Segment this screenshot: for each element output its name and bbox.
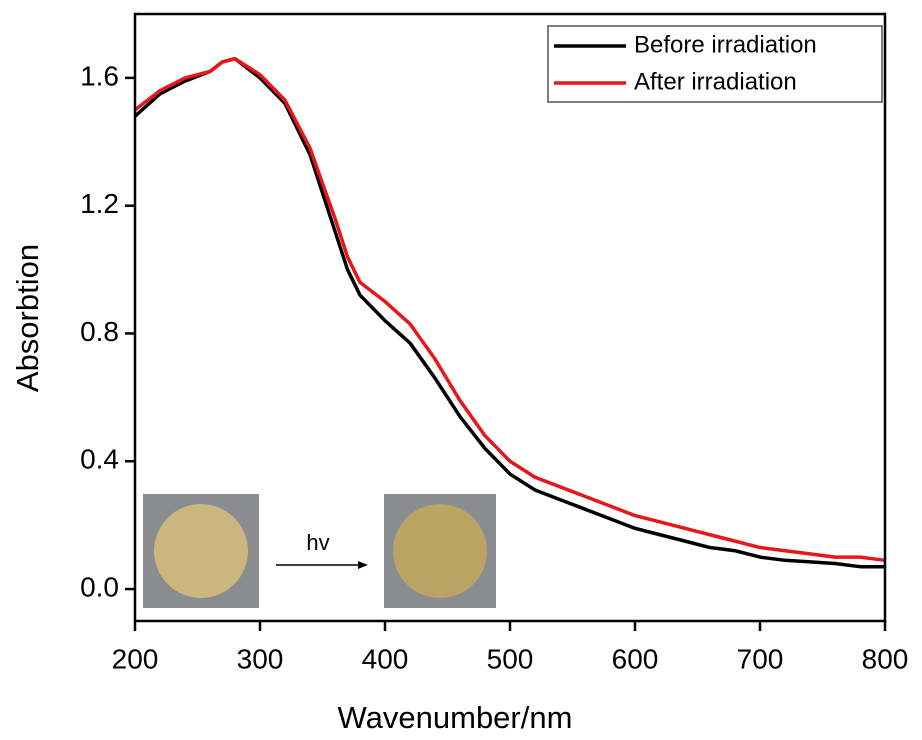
x-tick-label: 500 [487,643,534,674]
x-tick-label: 600 [612,643,659,674]
x-tick-label: 200 [112,643,159,674]
x-tick-label: 800 [862,643,909,674]
inset: hv [143,494,496,608]
x-tick-label: 700 [737,643,784,674]
y-tick-label: 0.0 [80,571,119,602]
chart: hv Wavenumber/nm Absorbtion 0.0 0.4 0.8 1.2… [0,0,922,740]
y-tick-label: 0.4 [80,444,119,475]
annotation: hv [306,530,329,555]
sample-before [154,504,248,598]
y-tick-label: 1.2 [80,188,119,219]
sample-after [393,504,487,598]
y-tick-label: 1.6 [80,60,119,91]
arrow-head [358,561,368,569]
x-tick-label: 300 [237,643,284,674]
series-line [135,59,885,567]
x-axis-label: Wavenumber/nm [338,700,573,735]
y-axis-label: Absorbtion [10,244,45,392]
x-tick-label: 400 [362,643,409,674]
y-tick-label: 0.8 [80,316,119,347]
series-line [135,59,885,561]
legend-label: Before irradiation [634,31,817,58]
legend-label: After irradiation [634,68,797,95]
legend: Before irradiation After irradiation [548,26,882,102]
